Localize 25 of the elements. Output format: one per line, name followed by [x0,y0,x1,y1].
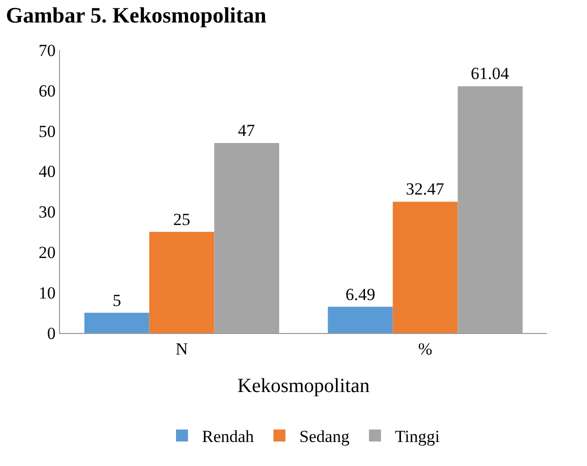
legend-label: Rendah [202,427,254,446]
chart-title: Gambar 5. Kekosmopolitan [6,2,266,28]
legend-label: Tinggi [394,427,440,446]
y-tick-label: 50 [38,122,56,141]
x-axis-title: Kekosmopolitan [237,374,370,397]
bar [328,306,393,333]
x-tick-label: % [418,339,432,358]
bar [84,312,150,333]
bar [149,232,214,333]
bar [392,202,458,333]
y-tick-label: 60 [38,81,56,100]
y-tick-label: 0 [47,324,56,343]
data-label: 25 [173,210,190,229]
data-label: 32.47 [406,180,445,199]
y-tick-label: 40 [38,162,56,182]
y-tick-label: 30 [38,202,56,222]
data-label: 47 [238,120,256,140]
data-label: 5 [112,290,122,310]
legend-label: Sedang [299,427,350,446]
x-tick-label: N [176,339,188,358]
y-tick-label: 10 [38,284,56,303]
y-tick-label: 20 [38,243,56,262]
data-label: 6.49 [345,284,376,304]
data-label: 61.04 [470,64,510,84]
y-tick-label: 70 [38,40,56,60]
